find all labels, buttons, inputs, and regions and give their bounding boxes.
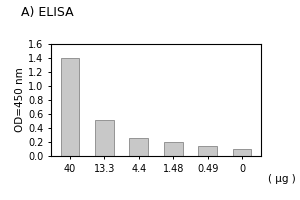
Bar — [232, 149, 251, 156]
Text: A) ELISA: A) ELISA — [21, 6, 74, 19]
Bar — [164, 142, 183, 156]
Bar — [95, 120, 114, 156]
Y-axis label: OD=450 nm: OD=450 nm — [15, 68, 25, 132]
Bar — [198, 146, 217, 156]
Bar — [61, 58, 80, 156]
Text: ( μg ): ( μg ) — [268, 174, 296, 184]
Bar — [129, 138, 148, 156]
